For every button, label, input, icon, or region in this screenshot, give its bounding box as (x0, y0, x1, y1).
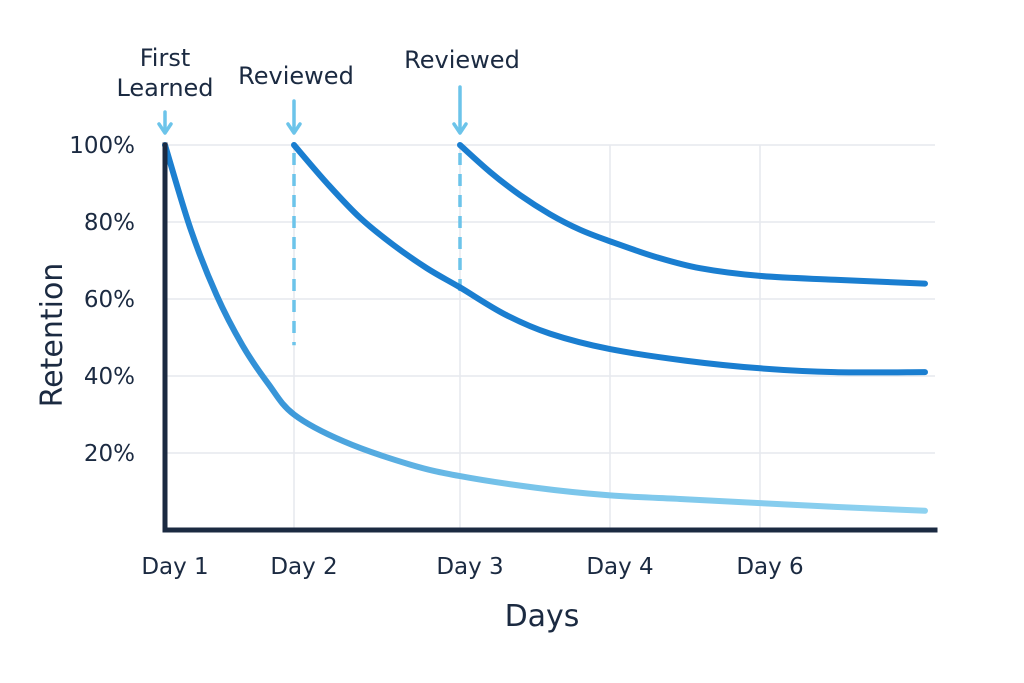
y-tick-label: 80% (84, 210, 135, 236)
review-curve-line (291, 142, 928, 376)
x-tick-label: Day 3 (436, 554, 503, 580)
y-tick-label: 100% (69, 133, 135, 159)
annotation-arrow-head (157, 122, 173, 135)
forgetting-curve-line (162, 142, 928, 514)
axes (162, 142, 938, 533)
annotation-arrow-head (452, 122, 468, 135)
annotation-arrow-head (286, 122, 302, 135)
y-tick-label: 60% (84, 287, 135, 313)
annotation-label: Reviewed (404, 46, 520, 74)
x-tick-label: Day 6 (736, 554, 803, 580)
x-tick-label: Day 4 (586, 554, 653, 580)
y-tick-label: 40% (84, 364, 135, 390)
tick-labels: 20% 40% 60% 80% 100% Day 1 Day 2 Day 3 Day 4 Day … (69, 133, 803, 580)
gridlines (165, 144, 935, 530)
x-tick-label: Day 2 (270, 554, 337, 580)
annotation-label: First (140, 44, 191, 72)
y-tick-label: 20% (84, 441, 135, 467)
y-axis-title: Retention (35, 263, 70, 408)
x-tick-label: Day 1 (141, 554, 208, 580)
annotation-label: Learned (116, 74, 213, 102)
retention-curves (162, 142, 928, 514)
annotation-label: Reviewed (238, 62, 354, 90)
x-axis-title: Days (505, 599, 580, 634)
review-curve-line (457, 142, 928, 287)
